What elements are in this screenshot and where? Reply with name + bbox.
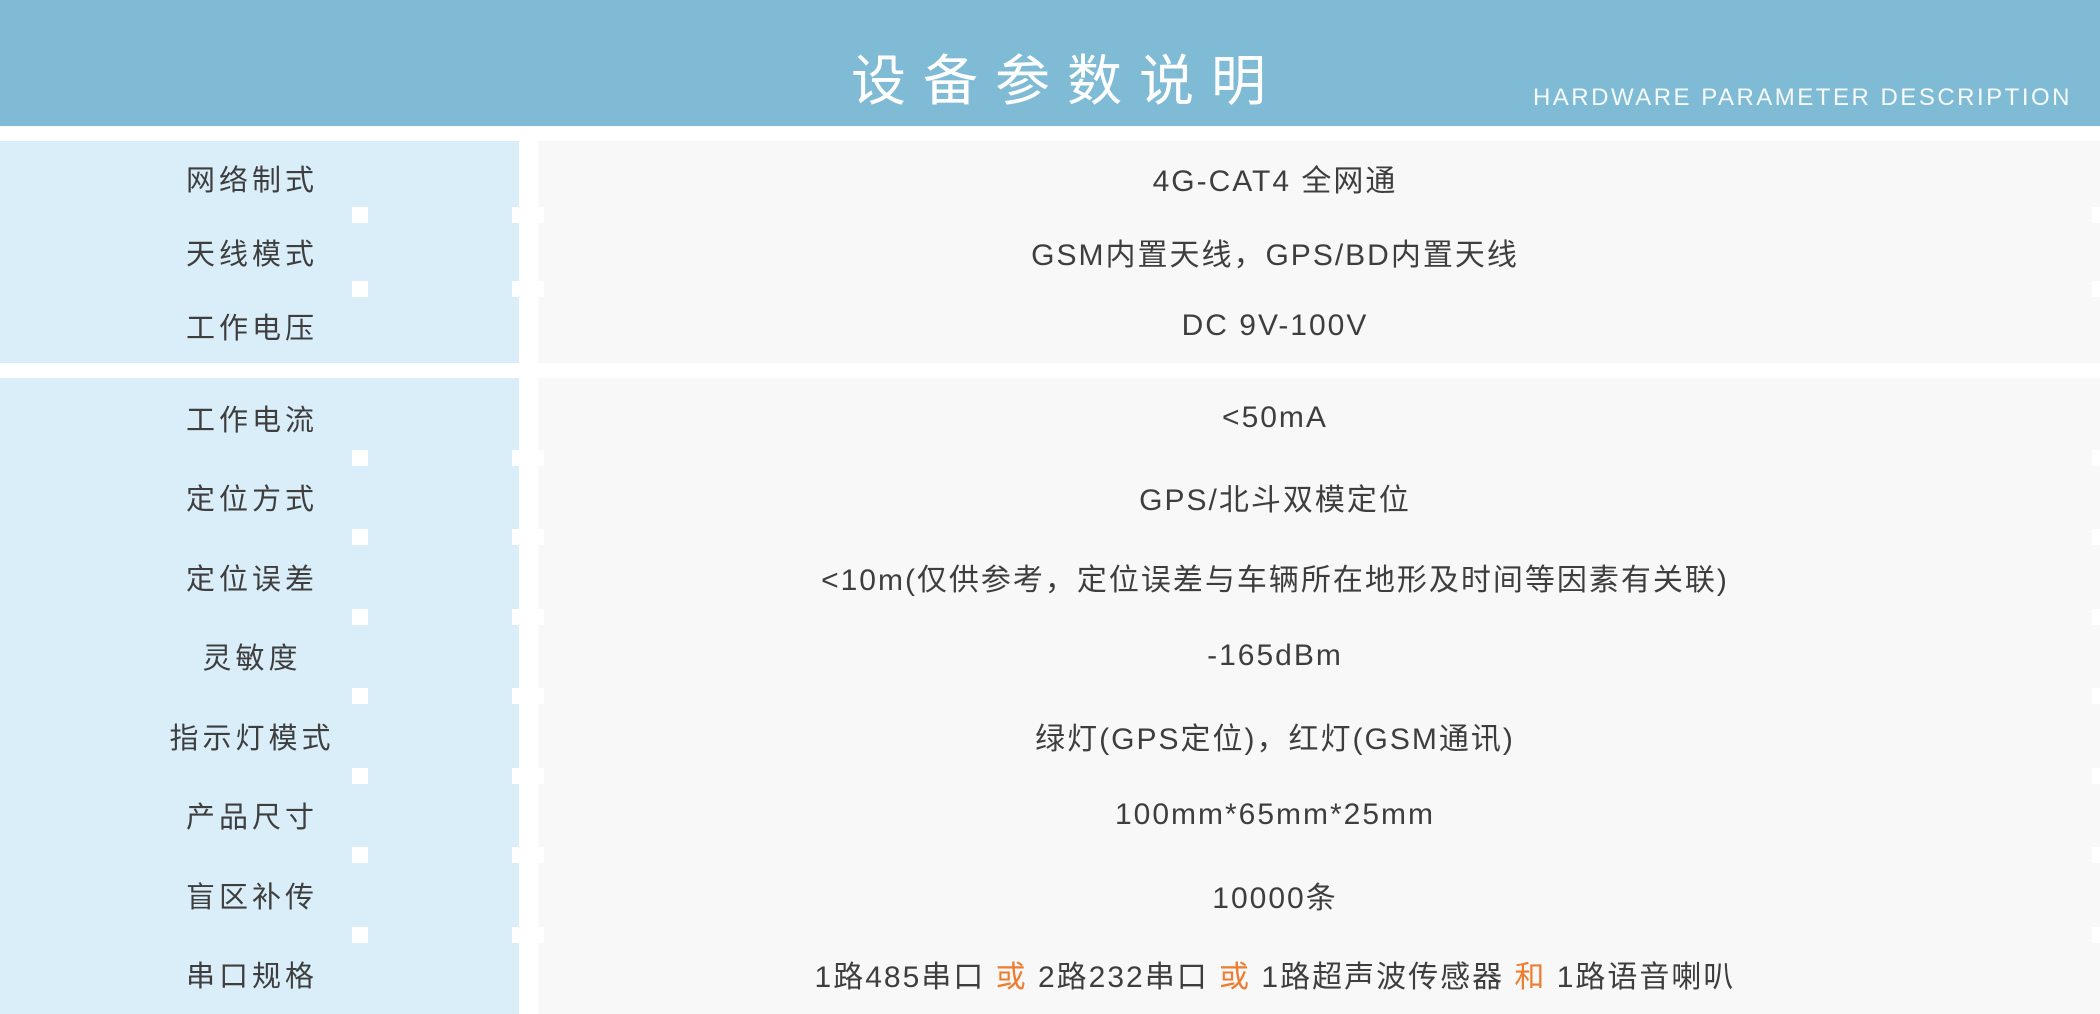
column-divider (519, 289, 538, 363)
table-row: 定位误差 <10m(仅供参考，定位误差与车辆所在地形及时间等因素有关联) (0, 537, 2100, 617)
column-divider (519, 855, 538, 935)
parameter-value: GSM内置天线，GPS/BD内置天线 (1031, 230, 1519, 274)
column-divider (519, 537, 538, 617)
group-separator (0, 363, 2100, 378)
highlight-word: 或 (996, 961, 1028, 994)
parameter-value-cell: 10000条 (538, 855, 2100, 935)
parameter-name-cell: 产品尺寸 (0, 776, 519, 856)
column-divider (519, 935, 538, 1014)
parameter-name-cell: 定位误差 (0, 537, 519, 617)
parameter-value-cell: 100mm*65mm*25mm (538, 776, 2100, 856)
parameter-label: 指示灯模式 (169, 715, 334, 757)
parameter-name-cell: 工作电压 (0, 289, 519, 363)
table-row: 串口规格 1路485串口 或 2路232串口 或 1路超声波传感器 和 1路语音… (0, 935, 2100, 1014)
spec-group-2: 工作电流 <50mA 定位方式 GPS/北斗双模定位 定位误差 <10m(仅供参… (0, 378, 2100, 1014)
parameter-value-cell: DC 9V-100V (538, 289, 2100, 363)
parameter-value-cell: <10m(仅供参考，定位误差与车辆所在地形及时间等因素有关联) (538, 537, 2100, 617)
table-row: 指示灯模式 绿灯(GPS定位)，红灯(GSM通讯) (0, 696, 2100, 776)
parameter-value: DC 9V-100V (1182, 309, 1369, 343)
parameter-value-cell: GPS/北斗双模定位 (538, 458, 2100, 538)
column-divider (519, 617, 538, 697)
table-row: 灵敏度 -165dBm (0, 617, 2100, 697)
parameter-label: 盲区补传 (186, 874, 318, 916)
header-separator (0, 126, 2100, 141)
parameter-label: 定位误差 (186, 556, 318, 598)
parameter-value-cell: 1路485串口 或 2路232串口 或 1路超声波传感器 和 1路语音喇叭 (538, 935, 2100, 1014)
parameter-value-cell: GSM内置天线，GPS/BD内置天线 (538, 215, 2100, 289)
column-divider (519, 141, 538, 215)
value-part: 1路485串口 (815, 961, 996, 994)
parameter-label: 串口规格 (186, 953, 318, 995)
parameter-value: -165dBm (1207, 639, 1343, 673)
table-row: 网络制式 4G-CAT4 全网通 (0, 141, 2100, 215)
highlight-word: 或 (1219, 961, 1251, 994)
parameter-value: <10m(仅供参考，定位误差与车辆所在地形及时间等因素有关联) (821, 555, 1729, 599)
column-divider (519, 696, 538, 776)
parameter-label: 工作电压 (186, 305, 318, 347)
parameter-label: 工作电流 (186, 397, 318, 439)
parameter-value-cell: 绿灯(GPS定位)，红灯(GSM通讯) (538, 696, 2100, 776)
parameter-name-cell: 天线模式 (0, 215, 519, 289)
header-banner: 设备参数说明 HARDWARE PARAMETER DESCRIPTION (0, 0, 2100, 126)
parameter-value-cell: <50mA (538, 378, 2100, 458)
parameter-value-cell: -165dBm (538, 617, 2100, 697)
page-subtitle: HARDWARE PARAMETER DESCRIPTION (1533, 84, 2072, 112)
column-divider (519, 215, 538, 289)
parameter-name-cell: 指示灯模式 (0, 696, 519, 776)
table-row: 天线模式 GSM内置天线，GPS/BD内置天线 (0, 215, 2100, 289)
column-divider (519, 378, 538, 458)
parameter-label: 灵敏度 (202, 635, 301, 677)
table-row: 定位方式 GPS/北斗双模定位 (0, 458, 2100, 538)
parameter-value: 10000条 (1212, 873, 1337, 917)
parameter-name-cell: 工作电流 (0, 378, 519, 458)
table-row: 盲区补传 10000条 (0, 855, 2100, 935)
parameter-name-cell: 串口规格 (0, 935, 519, 1014)
parameter-name-cell: 网络制式 (0, 141, 519, 215)
parameter-name-cell: 盲区补传 (0, 855, 519, 935)
value-part: 1路语音喇叭 (1546, 961, 1735, 994)
parameter-label: 产品尺寸 (186, 794, 318, 836)
parameter-value: GPS/北斗双模定位 (1139, 475, 1411, 519)
parameter-value-cell: 4G-CAT4 全网通 (538, 141, 2100, 215)
table-row: 工作电压 DC 9V-100V (0, 289, 2100, 363)
parameter-name-cell: 定位方式 (0, 458, 519, 538)
column-divider (519, 776, 538, 856)
parameter-label: 网络制式 (186, 157, 318, 199)
highlight-word: 和 (1514, 961, 1546, 994)
table-row: 工作电流 <50mA (0, 378, 2100, 458)
parameter-value: 绿灯(GPS定位)，红灯(GSM通讯) (1035, 714, 1515, 758)
parameter-label: 定位方式 (186, 476, 318, 518)
value-part: 1路超声波传感器 (1251, 961, 1514, 994)
parameter-value: 100mm*65mm*25mm (1115, 798, 1435, 832)
parameter-value: 4G-CAT4 全网通 (1153, 156, 1398, 200)
table-row: 产品尺寸 100mm*65mm*25mm (0, 776, 2100, 856)
parameter-value: 1路485串口 或 2路232串口 或 1路超声波传感器 和 1路语音喇叭 (815, 952, 1736, 996)
parameter-value: <50mA (1222, 401, 1328, 435)
parameter-name-cell: 灵敏度 (0, 617, 519, 697)
parameter-label: 天线模式 (186, 231, 318, 273)
spec-group-1: 网络制式 4G-CAT4 全网通 天线模式 GSM内置天线，GPS/BD内置天线… (0, 141, 2100, 363)
value-part: 2路232串口 (1028, 961, 1219, 994)
column-divider (519, 458, 538, 538)
